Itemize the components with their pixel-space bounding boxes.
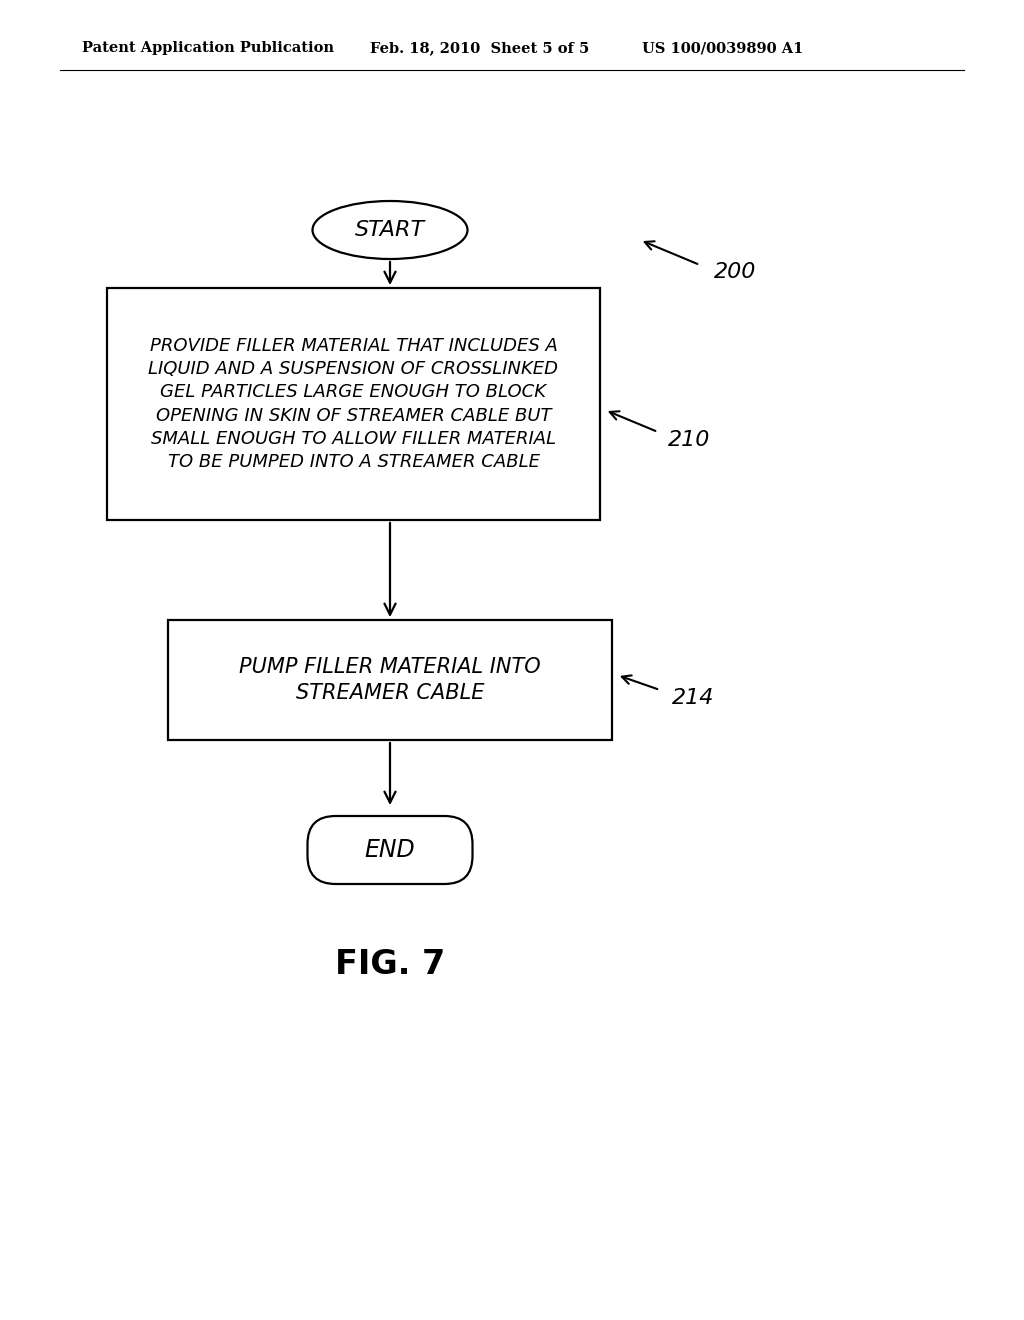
Text: 210: 210 (668, 430, 711, 450)
FancyBboxPatch shape (168, 620, 612, 741)
Text: START: START (355, 220, 425, 240)
Ellipse shape (312, 201, 468, 259)
Text: Feb. 18, 2010  Sheet 5 of 5: Feb. 18, 2010 Sheet 5 of 5 (370, 41, 589, 55)
Text: Patent Application Publication: Patent Application Publication (82, 41, 334, 55)
FancyBboxPatch shape (106, 288, 600, 520)
Text: 214: 214 (672, 688, 715, 708)
Text: FIG. 7: FIG. 7 (335, 949, 445, 982)
Text: PROVIDE FILLER MATERIAL THAT INCLUDES A
LIQUID AND A SUSPENSION OF CROSSLINKED
G: PROVIDE FILLER MATERIAL THAT INCLUDES A … (148, 337, 558, 471)
Text: US 100/0039890 A1: US 100/0039890 A1 (642, 41, 804, 55)
Text: 200: 200 (714, 261, 757, 282)
FancyBboxPatch shape (307, 816, 472, 884)
Text: END: END (365, 838, 416, 862)
Text: PUMP FILLER MATERIAL INTO
STREAMER CABLE: PUMP FILLER MATERIAL INTO STREAMER CABLE (240, 657, 541, 704)
